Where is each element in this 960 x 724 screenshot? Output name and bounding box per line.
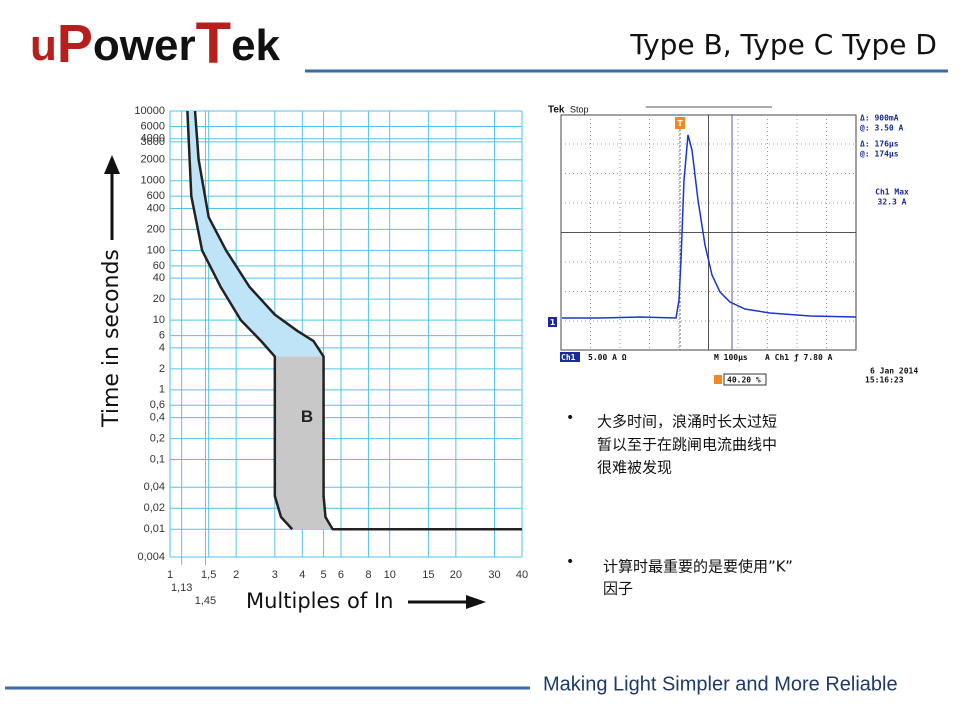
- y-tick-label: 0,1: [150, 453, 165, 465]
- x-tick-label: 1,13: [171, 582, 192, 594]
- trigger-label: T: [677, 119, 683, 128]
- max-value: 32.3 A: [878, 198, 907, 207]
- x-tick-label: 10: [384, 569, 396, 581]
- y-tick-label: 600: [147, 190, 165, 202]
- bullet-dot: •: [566, 554, 574, 570]
- x-tick-label: 15: [422, 569, 434, 581]
- x-tick-label: 4: [299, 569, 305, 581]
- position-box: [723, 373, 767, 386]
- y-tick-label: 200: [147, 223, 165, 235]
- y-tick-label: 100: [147, 244, 165, 256]
- y-tick-label: 6000: [141, 120, 165, 132]
- scope-grid: [561, 115, 856, 350]
- logo-part: u: [30, 21, 57, 70]
- readout: @: 174µs: [860, 150, 899, 159]
- y-axis-label: Time in seconds: [99, 249, 124, 428]
- x-axis-label: Multiples of In: [246, 589, 393, 613]
- timebase: M 100µs: [714, 353, 748, 362]
- x-tick-label: 1,5: [201, 569, 216, 581]
- x-tick-label: 3: [272, 569, 278, 581]
- date: 6 Jan 2014: [870, 367, 918, 376]
- ch-label: Ch1: [561, 353, 576, 362]
- logo-part: ek: [231, 21, 280, 70]
- x-tick-label: 20: [450, 569, 462, 581]
- y-tick-label: 0,2: [150, 432, 165, 444]
- scope-state: Stop: [570, 104, 589, 114]
- scale: 5.00 A Ω: [588, 353, 627, 362]
- trip-curve-chart: 1000060004000360020001000600400200100604…: [134, 105, 528, 607]
- x-tick-label: 1: [167, 569, 173, 581]
- y-tick-label: 0,01: [144, 523, 165, 535]
- y-tick-label: 10: [153, 314, 165, 326]
- y-tick-label: 0,4: [150, 411, 165, 423]
- ch-box: [560, 352, 580, 362]
- waveform: [562, 134, 857, 319]
- bullet-dot: •: [566, 410, 574, 426]
- x-tick-label: 40: [516, 569, 528, 581]
- x-tick-label: 8: [365, 569, 371, 581]
- y-tick-label: 4000: [141, 133, 165, 145]
- max-label: Ch1 Max: [875, 188, 909, 197]
- readout: Δ: 900mA: [860, 114, 899, 123]
- y-tick-label: 1000: [141, 175, 165, 187]
- y-tick-label: 6: [159, 330, 165, 342]
- y-tick-label: 1: [159, 384, 165, 396]
- trigger-marker: [675, 117, 685, 129]
- bullet-text: 计算时最重要的是要使用”K”: [603, 558, 793, 576]
- readout: Δ: 176µs: [860, 140, 899, 149]
- slide-title: Type B, Type C Type D: [629, 28, 937, 61]
- oscilloscope: Tek Stop T 1 Δ: 900mA @: 3.50 A Δ: 176µs…: [546, 102, 918, 386]
- position: 40.20 %: [727, 376, 761, 385]
- y-tick-label: 60: [153, 260, 165, 272]
- channel-marker-label: 1: [550, 318, 556, 327]
- y-tick-label: 3600: [141, 136, 165, 148]
- arrow-head: [104, 155, 120, 174]
- y-tick-label: 2: [159, 363, 165, 375]
- x-tick-label: 6: [338, 569, 344, 581]
- readout: @: 3.50 A: [860, 124, 904, 133]
- y-tick-label: 0,02: [144, 502, 165, 514]
- x-tick-label: 30: [488, 569, 500, 581]
- y-tick-label: 20: [153, 293, 165, 305]
- curve: [186, 110, 294, 531]
- y-tick-label: 40: [153, 272, 165, 284]
- position-icon: [714, 375, 722, 384]
- curve: [193, 110, 522, 531]
- y-tick-label: 0,04: [144, 481, 165, 493]
- y-tick-label: 400: [147, 202, 165, 214]
- trigger-setting: A Ch1 ƒ 7.80 A: [765, 353, 833, 362]
- logo-part: ower: [93, 21, 196, 70]
- x-tick-label: 5: [321, 569, 327, 581]
- scope-frame: [546, 102, 858, 386]
- bullet-text: 大多时间，浪涌时长太过短: [597, 413, 777, 431]
- y-tick-label: 10000: [134, 105, 165, 117]
- logo-part: P: [57, 14, 93, 74]
- band-upper: [187, 111, 324, 357]
- x-tick-label: 1,45: [195, 595, 216, 607]
- bullet-text: 暂以至于在跳闸电流曲线中: [597, 436, 777, 454]
- footer-text: Making Light Simpler and More Reliable: [543, 673, 898, 695]
- y-tick-label: 0,6: [150, 399, 165, 411]
- time: 15:16:23: [865, 376, 904, 385]
- channel-marker: [548, 317, 557, 327]
- logo-part: T: [196, 11, 231, 76]
- y-tick-label: 2000: [141, 154, 165, 166]
- y-tick-label: 4: [159, 342, 165, 354]
- arrow-head: [466, 595, 486, 609]
- scope-brand: Tek: [548, 105, 565, 116]
- logo: uPowerTek: [30, 11, 281, 76]
- bullet-text: 很难被发现: [597, 459, 672, 477]
- bullet-text: 因子: [603, 580, 633, 598]
- x-tick-label: 2: [233, 569, 239, 581]
- y-tick-label: 0,004: [137, 551, 165, 563]
- annotation: B: [301, 407, 313, 426]
